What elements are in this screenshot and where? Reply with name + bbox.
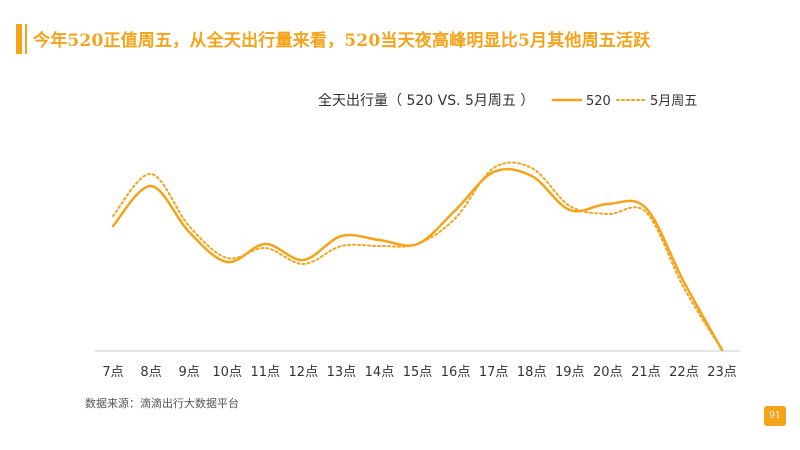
x-tick-label: 22点 (669, 365, 699, 380)
legend-label: 5月周五 (650, 94, 697, 109)
x-tick-label: 21点 (631, 365, 661, 380)
chart-legend: 520 5月周五 (551, 94, 697, 109)
series-layer (111, 161, 724, 352)
x-tick-label: 10点 (212, 365, 242, 380)
x-tick-label: 19点 (555, 365, 585, 380)
chart-title: 全天出行量（ 520 VS. 5月周五 ） (318, 92, 534, 109)
series-line-may-fridays (112, 161, 723, 351)
x-tick-label: 9点 (178, 365, 199, 380)
data-source-note: 数据来源：滴滴出行大数据平台 (85, 397, 239, 410)
x-tick-label: 8点 (140, 365, 161, 380)
x-tick-label: 17点 (479, 365, 509, 380)
x-tick-label: 23点 (707, 365, 737, 380)
page-number-badge: 91 (764, 406, 786, 426)
x-tick-label: 12点 (289, 365, 319, 380)
x-tick-label: 13点 (327, 365, 357, 380)
accent-bar-thin (25, 24, 27, 54)
slide-headline: 今年520正值周五，从全天出行量来看，520当天夜高峰明显比5月其他周五活跃 (33, 31, 651, 51)
x-tick-label: 11点 (250, 365, 280, 380)
x-tick-label: 14点 (365, 365, 395, 380)
x-tick-label: 15点 (403, 365, 433, 380)
accent-bar (16, 24, 22, 54)
series-line-520 (111, 167, 724, 352)
x-tick-label: 16点 (441, 365, 471, 380)
x-tick-label: 18点 (517, 365, 547, 380)
x-tick-labels: 7点 8点 9点 10点 11点 12点 13点 14点 15点 16点 17点 18点 19点 20点 2… (102, 365, 736, 380)
legend-label: 520 (586, 94, 611, 109)
x-tick-label: 20点 (593, 365, 623, 380)
x-tick-label: 7点 (102, 365, 123, 380)
